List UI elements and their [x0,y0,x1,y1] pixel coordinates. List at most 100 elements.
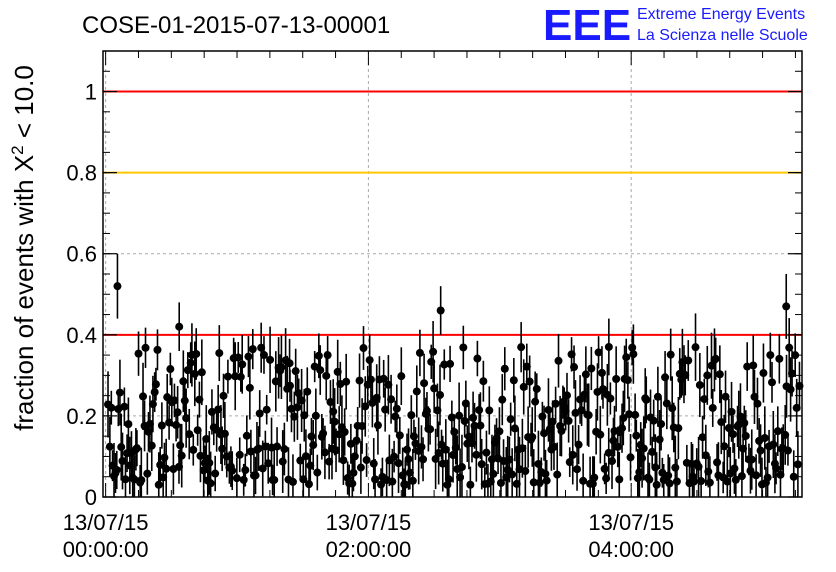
data-point [782,302,791,311]
data-point [180,396,189,405]
data-point [397,372,406,381]
eee-logo-letters: EEE [543,1,631,50]
x-tick-labels: 13/07/1500:00:0013/07/1502:00:0013/07/15… [63,510,674,562]
data-point [238,360,247,369]
data-point [117,443,126,452]
data-point [390,452,399,461]
data-point [278,457,287,466]
data-point [665,479,674,488]
y-axis-label-sup: 2 [8,145,27,154]
data-point [257,343,266,352]
data-point [261,442,270,451]
data-point [573,465,582,474]
y-axis-label-suffix: < 10.0 [9,65,39,145]
data-point [147,441,156,450]
data-point [107,403,116,412]
data-point [752,471,761,480]
data-point [623,376,632,385]
data-point [769,440,778,449]
data-point [622,353,631,362]
data-point [219,391,228,400]
data-point [175,322,184,331]
data-point [186,358,195,367]
data-point [352,436,361,445]
data-point [151,380,160,389]
data-point [768,378,777,387]
data-point [645,475,654,484]
data-point [322,371,331,380]
data-point [293,403,302,412]
data-point [619,414,628,423]
data-point [472,450,481,459]
data-point [466,480,475,489]
logo-line-2: La Scienza nelle Scuole [637,27,808,44]
data-point [574,440,583,449]
data-point [440,360,449,369]
data-point [223,372,232,381]
data-point [228,466,237,475]
data-point [741,431,750,440]
y-tick-label: 0.6 [66,242,97,267]
data-point [753,399,762,408]
data-point [159,473,168,482]
data-point [248,345,257,354]
data-point [729,430,738,439]
data-point [407,411,416,420]
data-point [366,375,375,384]
y-tick-label: 0.4 [66,323,97,348]
data-point [691,343,700,352]
data-point [403,445,412,454]
data-point [509,376,518,385]
data-point [388,477,397,486]
data-point [105,442,114,451]
data-point [408,476,417,485]
data-point [700,395,709,404]
data-point [612,374,621,383]
data-point [411,439,420,448]
data-point [291,367,300,376]
data-point [329,407,338,416]
data-point [581,370,590,379]
data-point [506,415,515,424]
data-point [173,408,182,417]
data-point [594,348,603,357]
data-point [309,441,318,450]
data-point [541,469,550,478]
data-point [215,349,224,358]
reference-lines [103,90,802,336]
data-point [632,431,641,440]
data-point [177,451,186,460]
data-point [609,436,618,445]
data-point [444,475,453,484]
data-point [681,371,690,380]
x-tick-label-date: 13/07/15 [326,510,412,535]
data-point [763,473,772,482]
data-point [182,414,191,423]
data-point [361,402,370,411]
data-point [193,426,202,435]
data-point [727,407,736,416]
data-point [342,377,351,386]
data-point [420,379,429,388]
data-point [358,421,367,430]
data-point [143,469,152,478]
y-axis-label: fraction of events with X2 < 10.0 [8,65,39,431]
data-point [598,385,607,394]
data-point [618,424,627,433]
data-point [220,429,229,438]
data-point [759,369,768,378]
data-point [176,441,185,450]
data-point [391,412,400,421]
data-point [120,402,129,411]
data-point [649,416,658,425]
data-point [381,405,390,414]
data-point [711,354,720,363]
data-points [104,253,804,497]
data-point [172,421,181,430]
data-point [259,350,268,359]
y-tick-label: 1 [85,80,97,105]
x-tick-label-date: 13/07/15 [588,510,674,535]
data-point [369,459,378,468]
data-point [426,425,435,434]
data-point [459,343,468,352]
